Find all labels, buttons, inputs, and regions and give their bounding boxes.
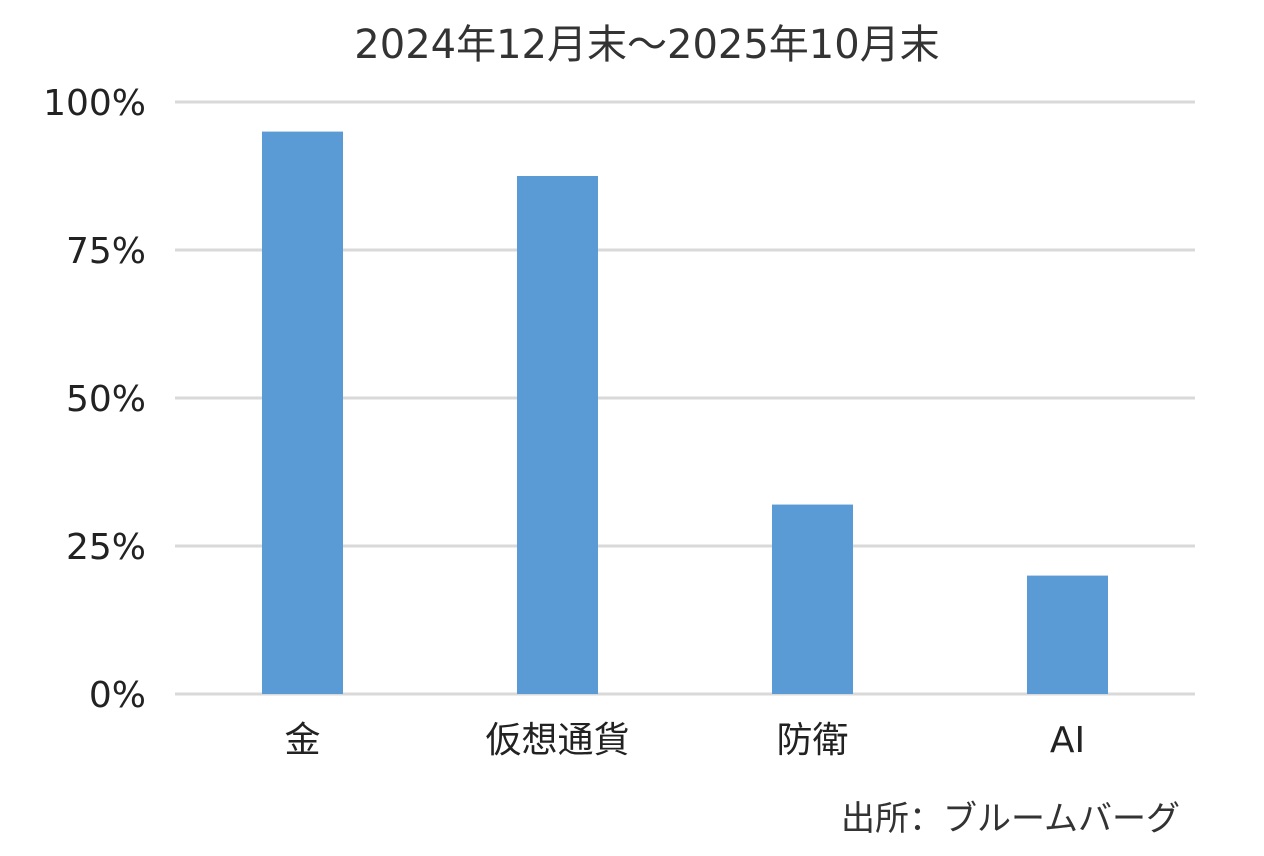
x-category-label: 金 bbox=[284, 720, 320, 761]
y-tick-label: 0% bbox=[89, 675, 146, 716]
x-category-label: AI bbox=[1050, 720, 1085, 761]
x-category-label: 防衛 bbox=[776, 720, 848, 761]
gridlines bbox=[175, 100, 1195, 696]
bar bbox=[1027, 575, 1108, 694]
bar bbox=[772, 504, 853, 694]
chart-title: 2024年12月末～2025年10月末 bbox=[354, 22, 939, 68]
y-axis-ticks: 0% 25% 50% 75% 100% bbox=[43, 83, 146, 716]
x-category-label: 仮想通貨 bbox=[485, 720, 629, 761]
y-tick-label: 50% bbox=[66, 379, 146, 420]
bar bbox=[517, 176, 598, 694]
x-axis-categories: 金 仮想通貨 防衛 AI bbox=[284, 720, 1085, 761]
y-tick-label: 75% bbox=[66, 231, 146, 272]
bar bbox=[262, 131, 343, 695]
bars bbox=[262, 131, 1108, 695]
y-tick-label: 25% bbox=[66, 527, 146, 568]
source-note: 出所：ブルームバーグ bbox=[841, 799, 1180, 839]
y-tick-label: 100% bbox=[43, 83, 146, 124]
